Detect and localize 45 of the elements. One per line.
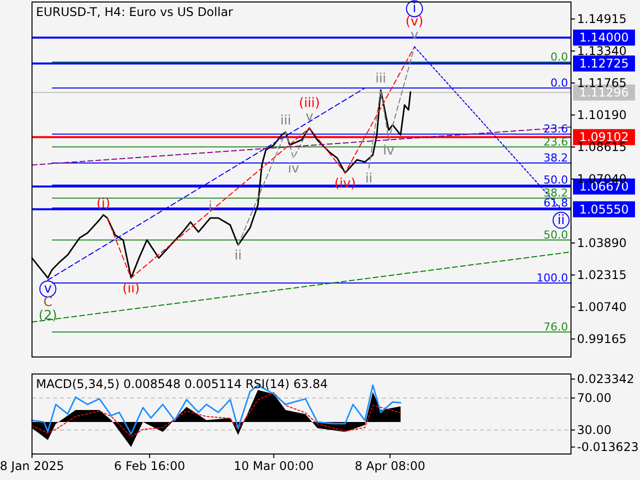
annotation: iii [375,72,386,87]
y-tick-label: 1.10190 [577,108,627,122]
x-tick-label: 10 Mar 00:00 [234,459,314,473]
annotation: v [306,110,314,125]
annotation: 76.0 [544,320,568,334]
x-tick-label: 8 Jan 2025 [0,459,64,473]
annotation: v [44,281,52,296]
y-tick-label: 0.99165 [577,332,627,346]
y-tick-label: 1.13340 [577,44,627,58]
annotation: (v) [406,14,424,30]
annotation: iv [288,162,300,177]
y-tick-label: 70.00 [577,391,612,405]
annotation: 38.2 [544,151,568,164]
annotation: (ii) [122,281,140,296]
annotation: 50.0 [544,174,568,187]
y-tick-label: 1.02315 [577,268,627,282]
y-tick-label: 1.03890 [577,236,627,250]
annotation: i [208,200,212,215]
annotation: (2) [38,308,58,324]
annotation: ii [365,172,372,187]
ref-line-label: 1.12725 [579,56,629,70]
y-tick-label: 1.00740 [577,300,627,314]
ref-line-label: 1.14000 [579,30,629,45]
annotation: ii [557,212,565,228]
x-tick-label: 8 Apr 08:00 [354,459,426,473]
annotation: 100.0 [536,272,568,285]
annotation: 0.0 [550,76,568,90]
y-tick-label: 1.14915 [577,12,627,26]
x-tick-label: 6 Feb 16:00 [114,459,186,473]
ref-line-label: 1.05550 [579,202,629,216]
annotation: C [43,294,52,310]
annotation: iv [383,143,395,158]
y2-tick-label: -0.013623 [577,440,639,454]
annotation: 23.6 [544,135,568,148]
annotation: (i) [96,196,110,212]
annotation: (iii) [298,96,320,112]
chart-title: MACD(5,34,5) 0.008548 0.005114 RSI(14) 63.84 [36,377,328,391]
annotation: 50.0 [544,228,568,242]
annotation: 61.8 [544,196,568,210]
annotation: iii [280,114,292,129]
annotation: 0.0 [550,50,568,64]
y2-tick-label: 0.023342 [577,372,634,386]
annotation: ii [234,248,242,264]
chart-title: EURUSD-T, H4: Euro vs US Dollar [36,5,234,19]
y-tick-label: 30.00 [577,423,612,437]
